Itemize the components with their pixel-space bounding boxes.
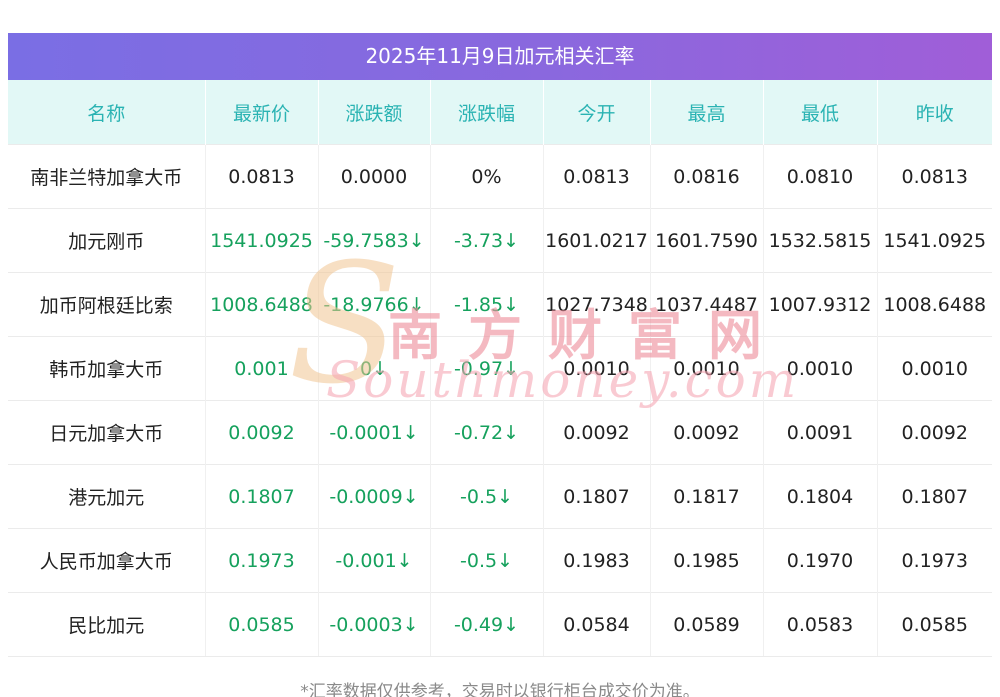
value-cell: 0.1804 [763, 464, 878, 529]
value-cell: -0.001↓ [318, 528, 431, 593]
value-cell: -0.0009↓ [318, 464, 431, 529]
value-cell: 0.0000 [318, 144, 431, 209]
value-cell: 1008.6488 [877, 272, 992, 337]
column-header-0: 名称 [8, 80, 206, 145]
value-cell: 0.1807 [877, 464, 992, 529]
value-cell: 1027.7348 [543, 272, 651, 337]
value-cell: 1532.5815 [763, 208, 878, 273]
value-cell: 0.0091 [763, 400, 878, 465]
value-cell: 1008.6488 [205, 272, 319, 337]
currency-name-cell: 加元刚币 [8, 208, 206, 273]
value-cell: -0.5↓ [430, 528, 544, 593]
table-body: 南非兰特加拿大币 0.0813 0.0000 0% 0.0813 0.0816 0.0810… [8, 144, 992, 657]
table-row: 加币阿根廷比索 1008.6488 -18.9766↓ -1.85↓ 1027.7348… [8, 272, 992, 337]
rates-table: 名称 最新价 涨跌额 涨跌幅 今开 最高 最低 昨收 南非兰特加拿大币 0.0813 0.0000… [8, 80, 992, 657]
value-cell: 0.0583 [763, 592, 878, 657]
table-header: 名称 最新价 涨跌额 涨跌幅 今开 最高 最低 昨收 [8, 80, 992, 145]
value-cell: -0.0003↓ [318, 592, 431, 657]
value-cell: 0.0816 [650, 144, 764, 209]
currency-name-cell: 港元加元 [8, 464, 206, 529]
table-row: 韩币加拿大币 0.001 0↓ -0.97↓ 0.0010 0.0010 0.0010 0.0… [8, 336, 992, 401]
column-header-1: 最新价 [205, 80, 319, 145]
exchange-rate-table: 2025年11月9日加元相关汇率 名称 最新价 涨跌额 涨跌幅 今开 最高 最低 昨收 南非兰… [8, 33, 992, 657]
value-cell: -0.72↓ [430, 400, 544, 465]
value-cell: -0.97↓ [430, 336, 544, 401]
value-cell: 1601.7590 [650, 208, 764, 273]
value-cell: -0.0001↓ [318, 400, 431, 465]
value-cell: 0.0010 [763, 336, 878, 401]
value-cell: -0.5↓ [430, 464, 544, 529]
value-cell: 0.1817 [650, 464, 764, 529]
table-row: 人民币加拿大币 0.1973 -0.001↓ -0.5↓ 0.1983 0.1985 0.1… [8, 528, 992, 593]
value-cell: 0.0584 [543, 592, 651, 657]
value-cell: 1601.0217 [543, 208, 651, 273]
value-cell: 0↓ [318, 336, 431, 401]
table-row: 加元刚币 1541.0925 -59.7583↓ -3.73↓ 1601.0217 160… [8, 208, 992, 273]
currency-name-cell: 韩币加拿大币 [8, 336, 206, 401]
value-cell: 1007.9312 [763, 272, 878, 337]
value-cell: 0.1985 [650, 528, 764, 593]
value-cell: 0.0010 [543, 336, 651, 401]
value-cell: 0.0589 [650, 592, 764, 657]
currency-name-cell: 日元加拿大币 [8, 400, 206, 465]
currency-name-cell: 加币阿根廷比索 [8, 272, 206, 337]
table-row: 日元加拿大币 0.0092 -0.0001↓ -0.72↓ 0.0092 0.0092 0.… [8, 400, 992, 465]
value-cell: 0.1970 [763, 528, 878, 593]
value-cell: 0.0810 [763, 144, 878, 209]
currency-name-cell: 南非兰特加拿大币 [8, 144, 206, 209]
currency-name-cell: 民比加元 [8, 592, 206, 657]
column-header-3: 涨跌幅 [430, 80, 544, 145]
value-cell: -59.7583↓ [318, 208, 431, 273]
value-cell: 0.1807 [205, 464, 319, 529]
value-cell: 0.0010 [877, 336, 992, 401]
value-cell: 0.1973 [205, 528, 319, 593]
disclaimer-text: *汇率数据仅供参考，交易时以银行柜台成交价为准。 [300, 682, 700, 697]
value-cell: 0.0010 [650, 336, 764, 401]
value-cell: 0.0585 [877, 592, 992, 657]
value-cell: 0.0813 [543, 144, 651, 209]
value-cell: 1541.0925 [205, 208, 319, 273]
value-cell: 1037.4487 [650, 272, 764, 337]
value-cell: 0.1983 [543, 528, 651, 593]
value-cell: 0.0092 [205, 400, 319, 465]
table-row: 港元加元 0.1807 -0.0009↓ -0.5↓ 0.1807 0.1817 0.180… [8, 464, 992, 529]
value-cell: 0.0813 [205, 144, 319, 209]
value-cell: 0% [430, 144, 544, 209]
header-row: 名称 最新价 涨跌额 涨跌幅 今开 最高 最低 昨收 [8, 80, 992, 145]
value-cell: 0.0585 [205, 592, 319, 657]
value-cell: 1541.0925 [877, 208, 992, 273]
value-cell: 0.1973 [877, 528, 992, 593]
currency-name-cell: 人民币加拿大币 [8, 528, 206, 593]
column-header-6: 最低 [763, 80, 878, 145]
column-header-7: 昨收 [877, 80, 992, 145]
value-cell: -1.85↓ [430, 272, 544, 337]
value-cell: -3.73↓ [430, 208, 544, 273]
value-cell: -0.49↓ [430, 592, 544, 657]
value-cell: 0.1807 [543, 464, 651, 529]
table-title: 2025年11月9日加元相关汇率 [8, 33, 992, 80]
value-cell: 0.0092 [877, 400, 992, 465]
value-cell: 0.001 [205, 336, 319, 401]
table-row: 南非兰特加拿大币 0.0813 0.0000 0% 0.0813 0.0816 0.0810… [8, 144, 992, 209]
value-cell: 0.0092 [543, 400, 651, 465]
value-cell: 0.0092 [650, 400, 764, 465]
column-header-5: 最高 [650, 80, 764, 145]
value-cell: 0.0813 [877, 144, 992, 209]
column-header-4: 今开 [543, 80, 651, 145]
value-cell: -18.9766↓ [318, 272, 431, 337]
column-header-2: 涨跌额 [318, 80, 431, 145]
table-row: 民比加元 0.0585 -0.0003↓ -0.49↓ 0.0584 0.0589 0.05… [8, 592, 992, 657]
